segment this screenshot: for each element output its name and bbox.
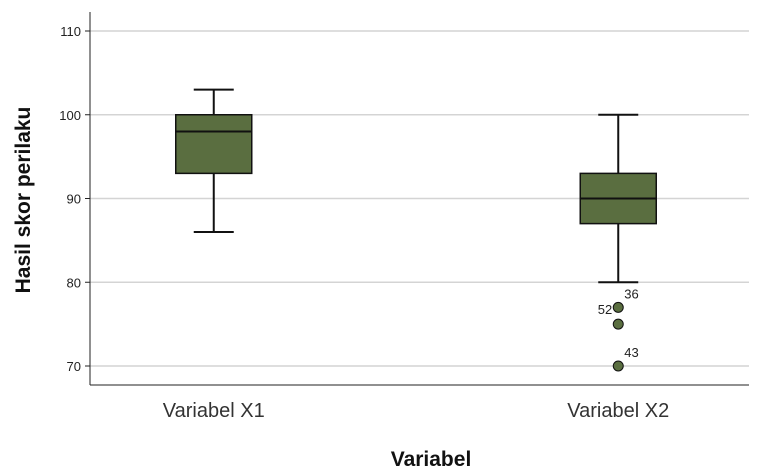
outlier-36 — [612, 301, 624, 313]
y-tick-label-70: 70 — [67, 359, 81, 374]
box-variabel-x1 — [175, 114, 253, 175]
x-axis-title: Variabel — [391, 448, 472, 471]
y-tick-label-100: 100 — [59, 108, 81, 123]
x-tick-label-variabel-x2: Variabel X2 — [567, 400, 669, 422]
x-tick-label-variabel-x1: Variabel X1 — [163, 400, 265, 422]
y-axis-title: Hasil skor perilaku — [12, 107, 35, 294]
outlier-label-52: 52 — [598, 302, 612, 317]
y-tick-label-110: 110 — [60, 24, 81, 39]
outlier-43 — [612, 360, 624, 372]
y-tick-label-80: 80 — [67, 275, 81, 290]
boxes — [175, 88, 657, 372]
outlier-52 — [612, 318, 624, 330]
labels: 70 80 90 100 110 Variabel X1 36 52 43 Variabel X2 — [59, 24, 669, 422]
y-tick-label-90: 90 — [67, 192, 81, 207]
axes — [85, 12, 749, 386]
outlier-label-36: 36 — [624, 286, 638, 301]
outlier-label-43: 43 — [624, 345, 638, 360]
